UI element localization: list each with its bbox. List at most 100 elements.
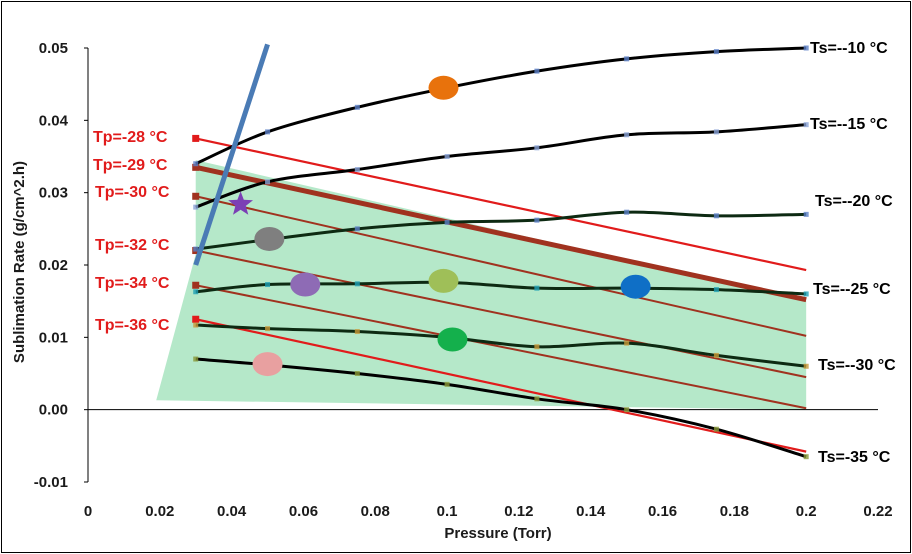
tp-marker [192,315,200,323]
x-tick-label: 0.22 [863,503,892,520]
tp-line [195,164,807,303]
ts-marker [354,281,360,287]
ts-label: Ts=--25 °C [813,281,891,298]
ts-marker [444,381,450,387]
tp-label: Tp=-32 °C [95,237,170,254]
ts-marker [354,167,360,173]
x-tick-label: 0.12 [504,503,533,520]
ts-marker [534,285,540,291]
x-tick-label: 0.18 [720,503,749,520]
x-tick-label: 0.2 [796,503,817,520]
x-tick-label: 0 [84,503,92,520]
y-tick-label: 0.02 [39,257,68,274]
x-tick-label: 0.06 [289,503,318,520]
ts-marker [534,145,540,151]
ts-marker [444,219,450,225]
ts-marker [803,211,809,217]
ts-marker [713,129,719,135]
x-tick-label: 0.1 [437,503,458,520]
ts-marker [713,213,719,219]
tp-lines [192,134,807,453]
tp-line [195,137,807,272]
ts-curve [195,280,807,296]
ts-label: Ts=--10 °C [810,40,888,57]
ts-marker [534,217,540,223]
ts-marker [713,352,719,358]
ts-marker [803,454,809,460]
ts-marker [354,104,360,110]
ts-marker [193,246,199,252]
ts-marker [803,291,809,297]
highlight-point [620,274,651,299]
ts-marker [713,49,719,55]
x-tick-label: 0.08 [361,503,390,520]
tp-marker [192,163,200,171]
ts-marker [265,179,271,185]
ts-marker [193,161,199,167]
highlight-point [290,272,321,297]
y-tick-label: 0.00 [39,402,68,419]
y-axis-label: Sublimation Rate (g/cm^2.h) [11,161,28,363]
ts-curve [195,323,807,368]
x-tick-label: 0.02 [145,503,174,520]
ts-marker [265,129,271,135]
ts-curve [195,46,807,166]
ts-marker [624,56,630,62]
ts-marker [534,68,540,74]
highlight-point [437,327,468,352]
x-tick-label: 0.04 [217,503,247,520]
highlight-point [254,226,285,251]
tp-label: Tp=-29 °C [93,157,168,174]
tp-line [195,318,807,453]
ts-curve [195,123,807,209]
choke-line [193,43,270,266]
ts-label: Ts=--30 °C [818,357,896,374]
ts-marker [265,326,271,332]
highlight-star [228,191,253,215]
x-axis-label: Pressure (Torr) [444,525,551,542]
ts-marker [803,45,809,51]
tp-label: Tp=-30 °C [95,184,170,201]
x-tick-labels: 0 0.02 0.04 0.06 0.08 0.1 0.12 0.14 0.16 0.18 0.2 0… [84,503,893,520]
x-tick-label: 0.14 [576,503,606,520]
ts-label: Ts=-35 °C [818,449,891,466]
ts-marker [624,340,630,346]
highlight-point [428,75,459,100]
ts-marker [354,329,360,335]
ts-marker [444,154,450,159]
ts-marker [713,287,719,293]
ts-marker [803,363,809,369]
ts-label: Ts=--20 °C [815,193,893,210]
tp-label: Tp=-36 °C [95,317,170,334]
ts-label: Ts=--15 °C [810,116,888,133]
tp-labels: Tp=-28 °C Tp=-29 °C Tp=-30 °C Tp=-32 °C Tp=-… [93,129,170,334]
tp-line [195,249,807,379]
highlight-point [252,352,283,377]
ts-marker [624,407,630,413]
ts-marker [534,396,540,402]
ts-labels: Ts=--10 °C Ts=--15 °C Ts=--20 °C Ts=--25 °C… [810,40,896,466]
ts-marker [193,204,199,210]
ts-marker [265,282,271,288]
tp-marker [192,281,200,289]
tp-label: Tp=-28 °C [93,129,168,146]
x-tick-label: 0.16 [648,503,677,520]
y-tick-label: 0.01 [39,329,68,346]
ts-marker [193,356,199,362]
ts-marker [354,226,360,232]
tp-line [195,195,807,337]
ts-marker [713,426,719,432]
tp-marker [192,192,200,200]
ts-marker [354,371,360,376]
tp-label: Tp=-34 °C [95,275,170,292]
ts-marker [624,209,630,215]
ts-marker [534,344,540,350]
tp-line [195,284,807,410]
ts-marker [803,122,809,128]
y-tick-labels: -0.01 0.00 0.01 0.02 0.03 0.04 0.05 [34,40,88,491]
ts-marker [193,289,199,295]
ts-curve [195,357,807,459]
y-tick-label: 0.04 [39,112,69,129]
y-tick-label: -0.01 [34,474,68,491]
